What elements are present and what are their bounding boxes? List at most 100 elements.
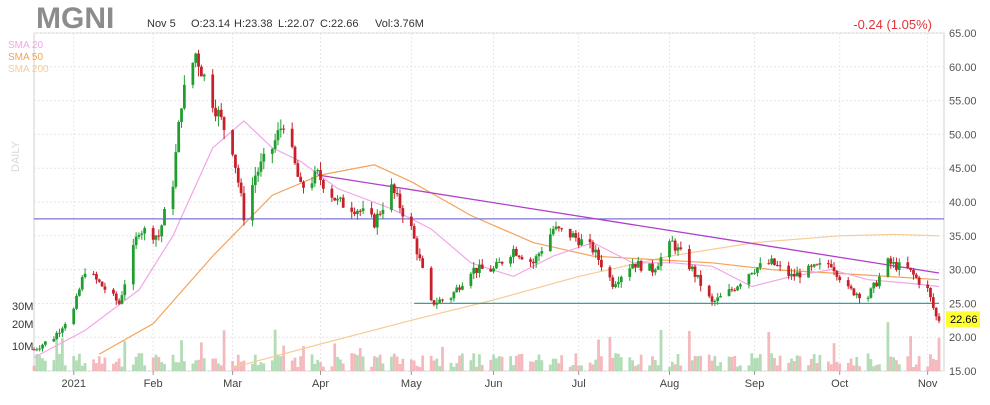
candle-body	[43, 341, 47, 345]
low-label: L:22.07	[278, 18, 315, 30]
candle-body	[798, 272, 802, 278]
candle-body	[895, 262, 898, 270]
volume-bar	[259, 362, 263, 371]
volume-bar	[55, 333, 59, 371]
volume-bar	[234, 365, 237, 371]
candle-body	[154, 235, 158, 240]
y-tick-label: 15.00	[949, 366, 977, 378]
candle-body	[889, 258, 893, 264]
candle-body	[778, 265, 782, 267]
volume-bar	[154, 354, 158, 371]
candle-body	[310, 183, 314, 188]
candle-body	[222, 117, 226, 131]
candle-body	[319, 170, 322, 181]
candle-body	[378, 213, 382, 215]
candle-body	[846, 280, 850, 287]
candle-body	[520, 257, 524, 260]
candle-body	[906, 262, 910, 268]
volume-label: Vol:3.76M	[375, 18, 424, 30]
volume-bar	[390, 356, 393, 371]
volume-bar	[534, 359, 538, 371]
volume-bar	[693, 355, 697, 371]
candle-body	[415, 238, 419, 255]
volume-bar	[415, 365, 419, 371]
volume-bar	[231, 360, 234, 371]
volume-bar	[574, 353, 578, 371]
candle-body	[63, 324, 67, 329]
volume-bar	[931, 358, 935, 371]
candle-body	[914, 274, 918, 278]
volume-bar	[611, 357, 615, 371]
volume-bar	[475, 366, 478, 371]
volume-bar	[835, 361, 839, 371]
candle-body	[713, 300, 717, 302]
volume-bar	[651, 356, 654, 371]
volume-bar	[895, 360, 898, 371]
volume-bar	[795, 355, 799, 371]
candle-body	[469, 273, 473, 286]
x-tick-label: Sep	[745, 378, 765, 390]
volume-bar	[211, 358, 215, 371]
candle-body	[83, 273, 87, 278]
volume-bar	[736, 366, 739, 371]
volume-bar	[262, 363, 266, 371]
volume-bar	[177, 362, 181, 371]
candle-body	[775, 264, 779, 266]
candle-body	[97, 279, 101, 282]
sma50-line	[99, 164, 940, 355]
volume-bar	[452, 366, 456, 371]
volume-bar	[719, 362, 722, 371]
candle-body	[849, 286, 853, 289]
candle-body	[392, 184, 396, 194]
volume-bar	[80, 365, 84, 371]
candle-body	[194, 53, 198, 63]
candle-body	[32, 349, 36, 351]
volume-bar	[100, 363, 104, 371]
candle-body	[202, 74, 206, 77]
candle-body	[441, 299, 444, 301]
volume-tick-label: 30M	[12, 301, 33, 313]
candle-body	[770, 258, 773, 264]
candle-body	[341, 197, 345, 208]
candle-body	[330, 188, 334, 198]
x-tick-label: Feb	[144, 378, 163, 390]
candle-body	[273, 140, 277, 149]
high-label: H:23.38	[234, 18, 273, 30]
candle-body	[568, 228, 572, 238]
volume-bar	[656, 365, 660, 371]
candle-body	[852, 288, 856, 296]
candle-body	[787, 265, 791, 276]
volume-bar	[846, 362, 850, 371]
candle-body	[767, 263, 771, 265]
candle-body	[818, 263, 822, 265]
candle-body	[270, 148, 274, 154]
candle-body	[219, 109, 223, 118]
volume-bar	[917, 356, 921, 371]
candle-body	[517, 255, 521, 258]
candle-body	[333, 197, 337, 201]
candle-body	[191, 62, 195, 85]
candle-body	[548, 234, 552, 252]
candle-body	[429, 267, 433, 301]
candle-body	[872, 282, 876, 289]
candle-body	[259, 161, 263, 172]
x-tick-label: Nov	[918, 378, 938, 390]
volume-bar	[95, 363, 98, 371]
volume-bar	[628, 357, 632, 371]
candle-body	[500, 261, 504, 264]
candle-body	[577, 237, 581, 246]
volume-bar	[588, 362, 592, 371]
candle-body	[838, 276, 842, 281]
candle-body	[571, 233, 575, 238]
candle-body	[321, 180, 325, 189]
volume-bar	[571, 364, 575, 371]
volume-bar	[302, 346, 305, 371]
volume-bar	[353, 353, 356, 371]
volume-bar	[756, 357, 759, 371]
candle-body	[557, 226, 561, 229]
candle-body	[758, 263, 762, 268]
candle-body	[92, 273, 95, 275]
candle-body	[350, 207, 354, 212]
candle-body	[855, 293, 859, 296]
candle-body	[540, 251, 544, 254]
